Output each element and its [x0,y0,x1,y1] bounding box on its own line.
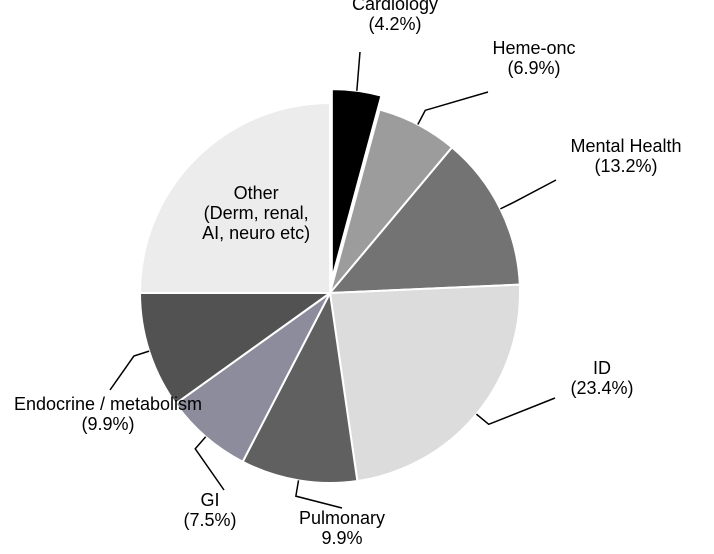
slice-label: (4.2%) [368,14,421,34]
slice-label: Other [234,183,279,203]
slice-label: (7.5%) [183,510,236,530]
slice-label: (6.9%) [507,58,560,78]
slice-label: Heme-onc [492,38,575,58]
slice-label: Endocrine / metabolism [14,394,202,414]
slice-label: (Derm, renal, [204,203,309,223]
slice-label: AI, neuro etc) [202,223,310,243]
slice-label: (9.9%) [81,414,134,434]
slice-label: 9.9% [321,528,362,548]
slice-label: Cardiology [352,0,438,14]
slice-label: (23.4%) [570,378,633,398]
slice-label: (13.2%) [594,156,657,176]
slice-label: ID [593,358,611,378]
slice-label: Mental Health [570,136,681,156]
slice-label: Pulmonary [299,508,385,528]
pie-chart: Cardiology(4.2%) Heme-onc(6.9%) Mental Hea… [0,0,714,554]
slice-label: GI [200,490,219,510]
